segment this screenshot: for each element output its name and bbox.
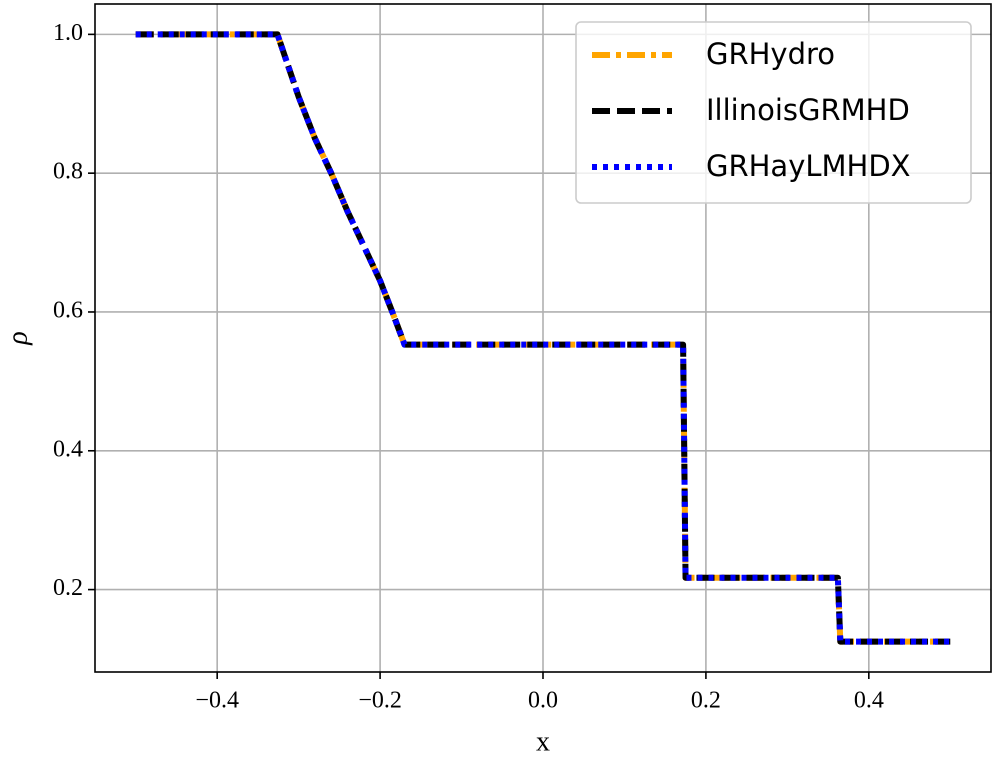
- legend: GRHydro IllinoisGRMHD GRHayLMHDX: [575, 21, 972, 204]
- legend-label: GRHydro: [706, 37, 835, 71]
- legend-box: [575, 21, 972, 204]
- x-tick-label: −0.2: [358, 688, 402, 714]
- x-axis-label: x: [536, 726, 550, 757]
- y-axis-label: ρ: [2, 331, 33, 345]
- y-tick-label: 0.2: [53, 575, 83, 601]
- y-tick-label: 0.4: [53, 436, 83, 462]
- legend-label: IllinoisGRMHD: [706, 93, 910, 127]
- x-tick-label: 0.4: [854, 688, 884, 714]
- y-tick-label: 0.8: [53, 159, 83, 185]
- x-tick-label: 0.2: [691, 688, 721, 714]
- plot-frame: [94, 3, 992, 673]
- data-line: [135, 31, 951, 645]
- y-tick-label: 0.6: [53, 297, 83, 323]
- x-tick-label: −0.4: [195, 688, 239, 714]
- y-tick-label: 1.0: [53, 20, 83, 46]
- legend-label: GRHayLMHDX: [706, 149, 911, 183]
- x-tick-label: 0.0: [528, 688, 558, 714]
